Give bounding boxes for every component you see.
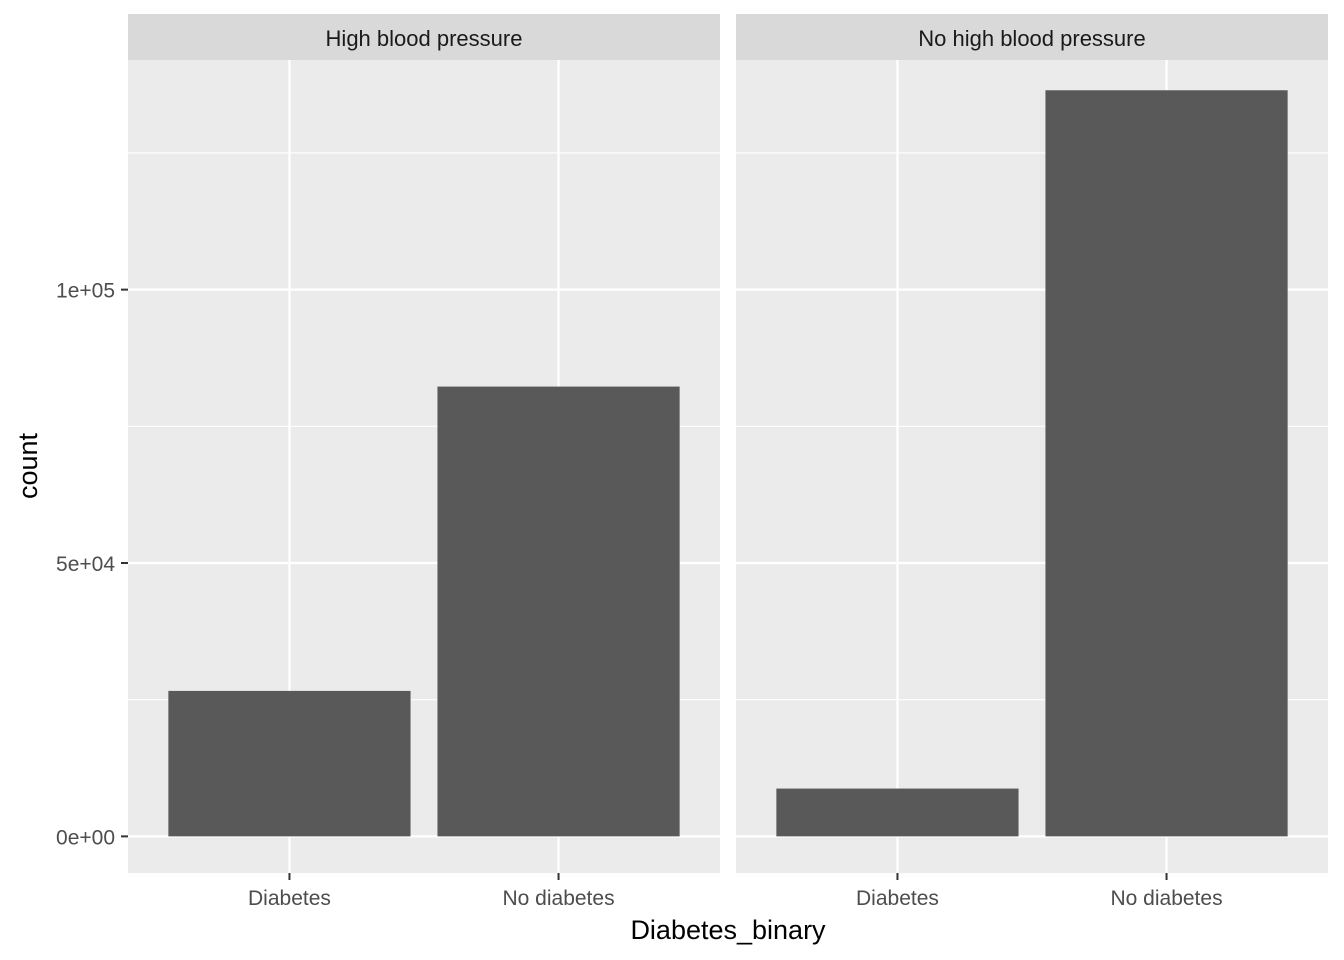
- facet-panel: High blood pressure Diabetes No diabetes: [128, 14, 720, 910]
- facet-strip: [128, 14, 720, 60]
- x-tick-label: No diabetes: [503, 887, 615, 910]
- x-tick-label: Diabetes: [856, 887, 939, 910]
- facet-strip-label: High blood pressure: [326, 26, 523, 51]
- y-axis: 0e+00 5e+04 1e+05: [56, 280, 128, 849]
- facet-panel: No high blood pressure Diabetes No diabete…: [736, 14, 1328, 910]
- y-tick-label: 0e+00: [56, 826, 115, 849]
- bar-no-diabetes: [437, 386, 680, 837]
- y-tick-label: 1e+05: [56, 280, 115, 303]
- x-tick-label: No diabetes: [1111, 887, 1223, 910]
- bar-no-diabetes: [1045, 90, 1288, 837]
- x-tick-label: Diabetes: [248, 887, 331, 910]
- x-axis-title: Diabetes_binary: [630, 915, 826, 945]
- y-tick-label: 5e+04: [56, 553, 115, 576]
- bar-diabetes: [168, 690, 411, 837]
- facet-strip-label: No high blood pressure: [918, 26, 1145, 51]
- y-axis-title: count: [13, 432, 43, 499]
- facet-strip: [736, 14, 1328, 60]
- bar-diabetes: [776, 788, 1019, 837]
